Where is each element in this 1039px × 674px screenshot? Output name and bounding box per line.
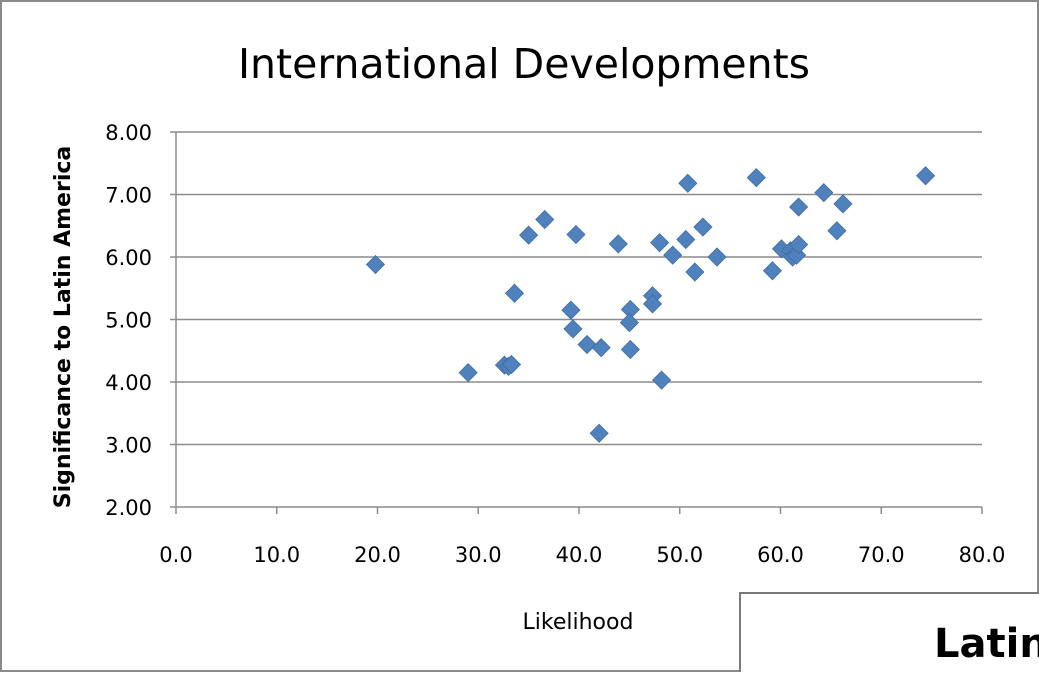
data-point-10 — [566, 224, 586, 245]
data-point-12 — [591, 338, 611, 358]
x-tick-label-3: 30.0 — [455, 543, 502, 567]
data-point-14 — [608, 234, 628, 254]
data-point-19 — [642, 294, 663, 314]
data-point-26 — [693, 217, 713, 237]
y-tick-label-5: 7.00 — [105, 184, 152, 208]
data-point-11 — [577, 334, 597, 355]
data-point-34 — [789, 234, 809, 255]
data-point-9 — [563, 319, 583, 339]
data-point-38 — [833, 194, 853, 214]
data-point-28 — [746, 168, 766, 188]
data-point-7 — [535, 209, 555, 230]
data-point-24 — [678, 173, 698, 193]
gridlines — [176, 131, 982, 508]
data-point-4 — [501, 354, 522, 375]
adjacent-chart-fragment: Latin — [739, 592, 1039, 672]
y-tick-label-6: 8.00 — [105, 121, 152, 145]
chart-title: International Developments — [238, 40, 810, 88]
data-point-23 — [676, 229, 696, 250]
y-tick-label-1: 3.00 — [105, 434, 152, 458]
y-tick-label-0: 2.00 — [105, 496, 152, 520]
data-point-13 — [589, 423, 609, 443]
x-tick-label-0: 0.0 — [159, 543, 192, 567]
data-point-0 — [365, 254, 386, 275]
data-point-25 — [685, 262, 705, 282]
data-point-22 — [663, 245, 683, 265]
x-tick-label-4: 40.0 — [556, 543, 603, 567]
x-tick-label-2: 20.0 — [354, 543, 401, 567]
y-tick-labels: 2.00 3.00 4.00 5.00 6.00 7.00 8.00 — [105, 121, 152, 520]
x-tick-label-5: 50.0 — [656, 543, 703, 567]
data-point-20 — [650, 233, 670, 253]
y-tick-label-3: 5.00 — [105, 309, 152, 333]
data-point-21 — [652, 370, 672, 390]
data-point-29 — [762, 261, 783, 281]
axes — [170, 131, 983, 514]
data-point-36 — [814, 183, 834, 203]
data-points — [365, 166, 936, 443]
y-tick-label-4: 6.00 — [105, 246, 152, 270]
data-point-37 — [827, 221, 847, 241]
data-point-6 — [519, 225, 539, 245]
data-point-5 — [504, 283, 525, 303]
data-point-35 — [789, 197, 809, 217]
x-tick-label-7: 70.0 — [858, 543, 905, 567]
adjacent-chart-title-fragment: Latin — [934, 621, 1039, 667]
y-axis-label: Significance to Latin America — [51, 146, 76, 509]
data-point-8 — [561, 300, 581, 320]
data-point-27 — [707, 247, 727, 267]
x-tick-labels: 0.0 10.0 20.0 30.0 40.0 50.0 60.0 70.0 80.0 — [159, 543, 1005, 567]
x-axis-label: Likelihood — [523, 610, 634, 635]
data-point-1 — [458, 363, 478, 383]
x-tick-label-8: 80.0 — [959, 543, 1006, 567]
data-point-16 — [619, 313, 639, 333]
y-tick-label-2: 4.00 — [105, 371, 152, 395]
x-tick-label-6: 60.0 — [757, 543, 804, 567]
x-tick-label-1: 10.0 — [253, 543, 300, 567]
data-point-17 — [620, 339, 640, 360]
data-point-39 — [916, 166, 936, 186]
